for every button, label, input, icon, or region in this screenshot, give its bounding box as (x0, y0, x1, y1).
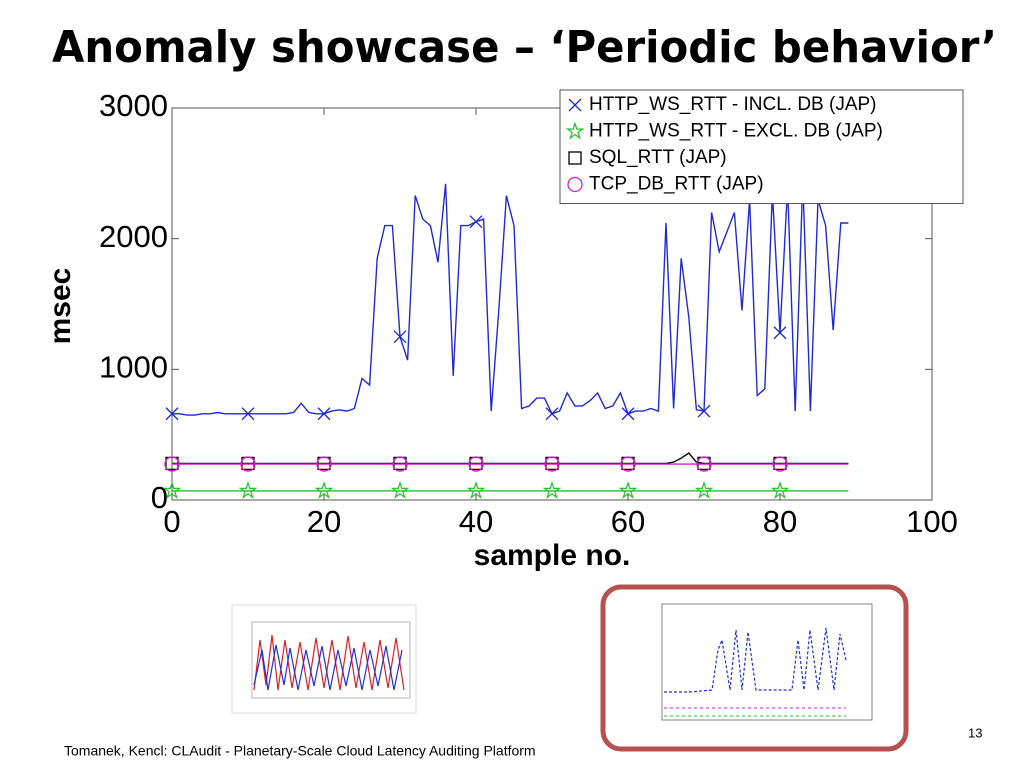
data-point (545, 407, 559, 421)
data-point (468, 456, 484, 472)
y-tick-label: 2000 (99, 219, 168, 254)
legend-marker (568, 98, 582, 112)
x-tick-label: 20 (307, 504, 341, 539)
page-number: 13 (968, 725, 982, 740)
data-point (773, 326, 787, 340)
series-line (172, 179, 849, 416)
data-point (620, 456, 636, 472)
data-point (314, 480, 334, 499)
footer: Tomanek, Kencl: CLAudit - Planetary-Scal… (64, 743, 536, 759)
x-tick-label: 60 (611, 504, 645, 539)
data-point (165, 407, 179, 421)
legend-box (559, 89, 964, 204)
legend-label: SQL_RTT (JAP) (589, 147, 727, 168)
right-inset (600, 584, 909, 752)
data-point (770, 480, 790, 499)
data-point (542, 480, 562, 499)
data-point (316, 456, 332, 472)
data-point (466, 480, 486, 499)
data-point (390, 480, 410, 499)
y-tick-label: 0 (151, 480, 168, 515)
data-point (317, 407, 331, 421)
y-tick-label: 3000 (99, 88, 168, 123)
data-point (238, 480, 258, 499)
x-tick-label: 40 (459, 504, 493, 539)
x-tick-label: 0 (163, 504, 180, 539)
x-axis-label: sample no. (474, 539, 631, 572)
x-tick-label: 100 (906, 504, 958, 539)
data-point (241, 407, 255, 421)
data-point (162, 480, 182, 499)
legend-marker (567, 176, 583, 193)
legend-marker (565, 121, 585, 140)
legend-label: HTTP_WS_RTT - EXCL. DB (JAP) (589, 121, 883, 142)
legend-label: HTTP_WS_RTT - INCL. DB (JAP) (589, 94, 877, 115)
y-axis-label: msec (44, 268, 77, 345)
left-thumbnail (231, 604, 417, 714)
slide-title: Anomaly showcase – ‘Periodic behavior’ (52, 22, 997, 73)
data-point (694, 480, 714, 499)
legend-marker (568, 151, 582, 165)
data-point (618, 480, 638, 499)
data-point (240, 456, 256, 472)
data-point (392, 456, 408, 472)
data-point (621, 407, 635, 421)
data-point (772, 456, 788, 472)
y-tick-label: 1000 (99, 350, 168, 385)
data-point (697, 404, 711, 418)
data-point (164, 456, 180, 472)
legend-label: TCP_DB_RTT (JAP) (589, 174, 764, 195)
data-point (544, 456, 560, 472)
data-point (469, 215, 483, 229)
data-point (393, 330, 407, 344)
x-tick-label: 80 (763, 504, 797, 539)
data-point (696, 456, 712, 472)
